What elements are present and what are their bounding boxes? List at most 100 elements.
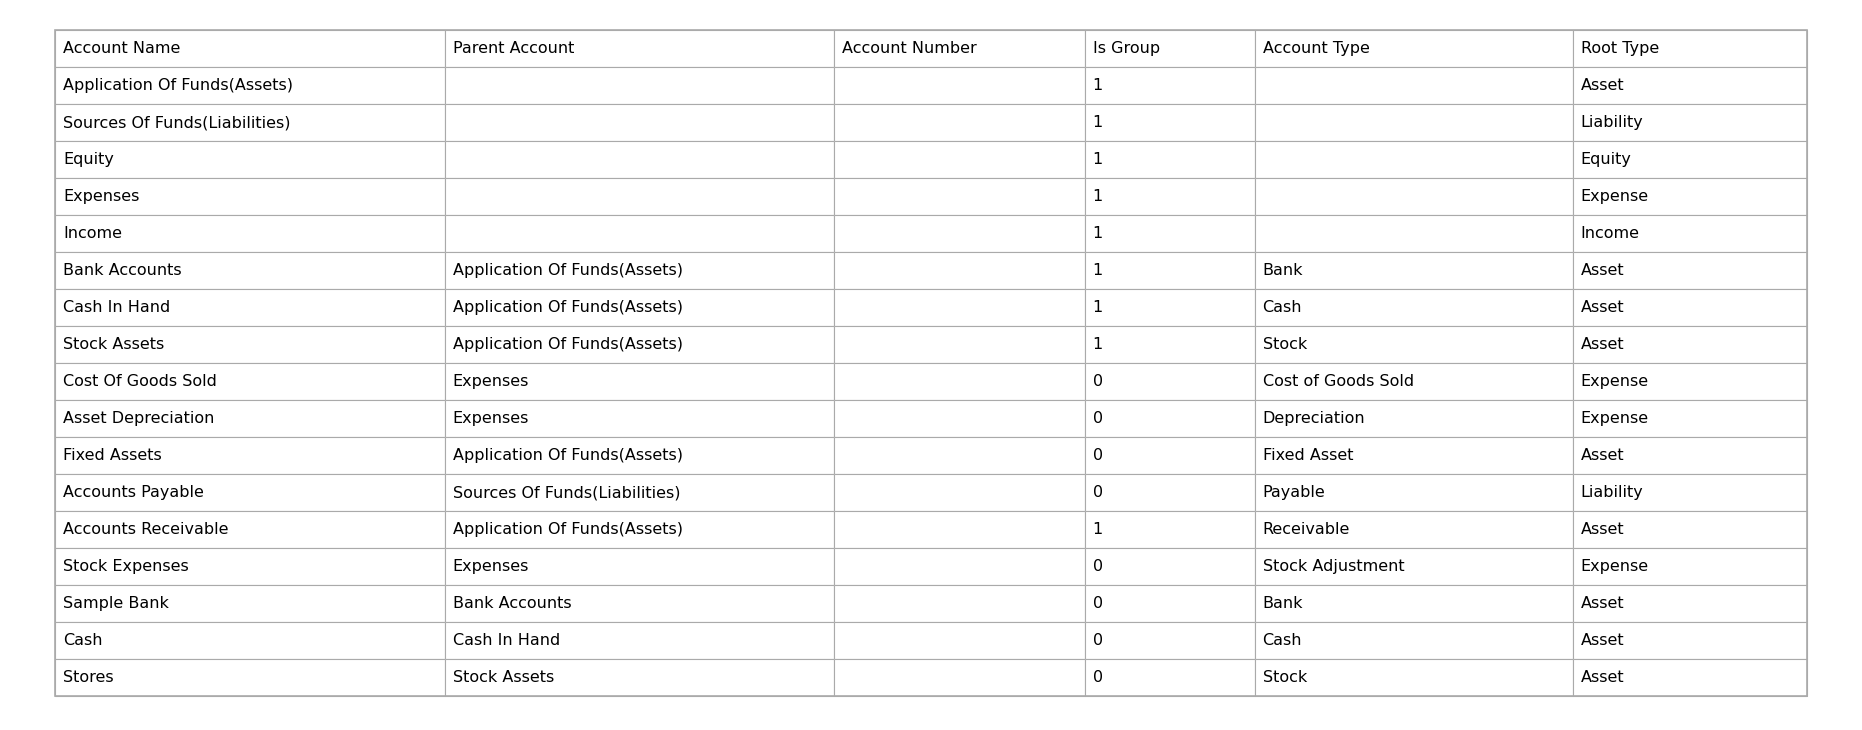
Bar [445,437,834,474]
Bar [56,326,445,363]
Bar [1573,215,1806,252]
Text: 1: 1 [1093,337,1102,352]
Text: Bank: Bank [1262,596,1303,611]
Bar [1573,363,1806,400]
Bar [1086,622,1255,659]
Bar [834,104,1086,141]
Text: Stock Expenses: Stock Expenses [63,559,188,574]
Bar [1086,326,1255,363]
Bar [445,141,834,178]
Bar [1573,252,1806,289]
Text: 0: 0 [1093,448,1102,463]
Bar [56,585,445,622]
Text: Account Number: Account Number [842,41,978,56]
Bar [834,437,1086,474]
Bar [1255,400,1573,437]
Bar [445,511,834,548]
Text: Stock: Stock [1262,670,1307,685]
Bar [56,252,445,289]
Bar [1573,511,1806,548]
Bar [445,104,834,141]
Bar [56,548,445,585]
Bar [56,215,445,252]
Text: Expenses: Expenses [452,411,529,426]
Text: 1: 1 [1093,78,1102,93]
Bar [834,622,1086,659]
Bar [1573,585,1806,622]
Text: Asset: Asset [1581,522,1624,537]
Bar [56,252,445,289]
Bar [445,622,834,659]
Text: Root Type: Root Type [1581,41,1659,56]
Bar [1086,363,1255,400]
Bar [56,363,445,400]
Text: Application Of Funds(Assets): Application Of Funds(Assets) [63,78,292,93]
Bar [445,178,834,215]
Bar [56,511,445,548]
Bar [1086,548,1255,585]
Bar [834,511,1086,548]
Text: Liability: Liability [1581,485,1644,500]
Bar [56,104,445,141]
Bar [445,548,834,585]
Bar [1573,585,1806,622]
Text: Asset: Asset [1581,670,1624,685]
Bar [1086,474,1255,511]
Text: Income: Income [63,226,123,241]
Bar [445,622,834,659]
Text: Stock Adjustment: Stock Adjustment [1262,559,1404,574]
Text: Depreciation: Depreciation [1262,411,1365,426]
Text: Stock Assets: Stock Assets [452,670,555,685]
Bar [1255,585,1573,622]
Bar [1255,474,1573,511]
Bar [1255,585,1573,622]
Bar [1086,511,1255,548]
Bar [445,141,834,178]
Bar [1086,67,1255,104]
Text: Stock: Stock [1262,337,1307,352]
Text: Equity: Equity [1581,152,1631,167]
Text: Accounts Receivable: Accounts Receivable [63,522,229,537]
Bar [1086,437,1255,474]
Bar [1573,659,1806,696]
Bar [445,363,834,400]
Bar [1086,289,1255,326]
Bar [445,400,834,437]
Text: 1: 1 [1093,263,1102,278]
Text: Application Of Funds(Assets): Application Of Funds(Assets) [452,300,683,315]
Bar [56,400,445,437]
Bar [1255,474,1573,511]
Bar [1086,511,1255,548]
Bar [1573,104,1806,141]
Bar [1086,30,1255,67]
Text: 1: 1 [1093,152,1102,167]
Bar [56,363,445,400]
Bar [1255,548,1573,585]
Bar [445,548,834,585]
Bar [1573,252,1806,289]
Text: Sample Bank: Sample Bank [63,596,169,611]
Bar [834,141,1086,178]
Bar [1086,215,1255,252]
Text: Accounts Payable: Accounts Payable [63,485,203,500]
Bar [445,215,834,252]
Bar [1573,67,1806,104]
Text: 0: 0 [1093,411,1102,426]
Bar [445,437,834,474]
Bar [1255,215,1573,252]
Bar [445,104,834,141]
Bar [1573,141,1806,178]
Bar [1255,30,1573,67]
Bar [1086,659,1255,696]
Bar [1573,474,1806,511]
Bar [834,659,1086,696]
Bar [56,585,445,622]
Text: Asset: Asset [1581,596,1624,611]
Text: Sources Of Funds(Liabilities): Sources Of Funds(Liabilities) [63,115,290,130]
Text: Cash: Cash [1262,300,1302,315]
Text: Application Of Funds(Assets): Application Of Funds(Assets) [452,337,683,352]
Bar [445,474,834,511]
Bar [1573,104,1806,141]
Bar [56,622,445,659]
Bar [834,215,1086,252]
